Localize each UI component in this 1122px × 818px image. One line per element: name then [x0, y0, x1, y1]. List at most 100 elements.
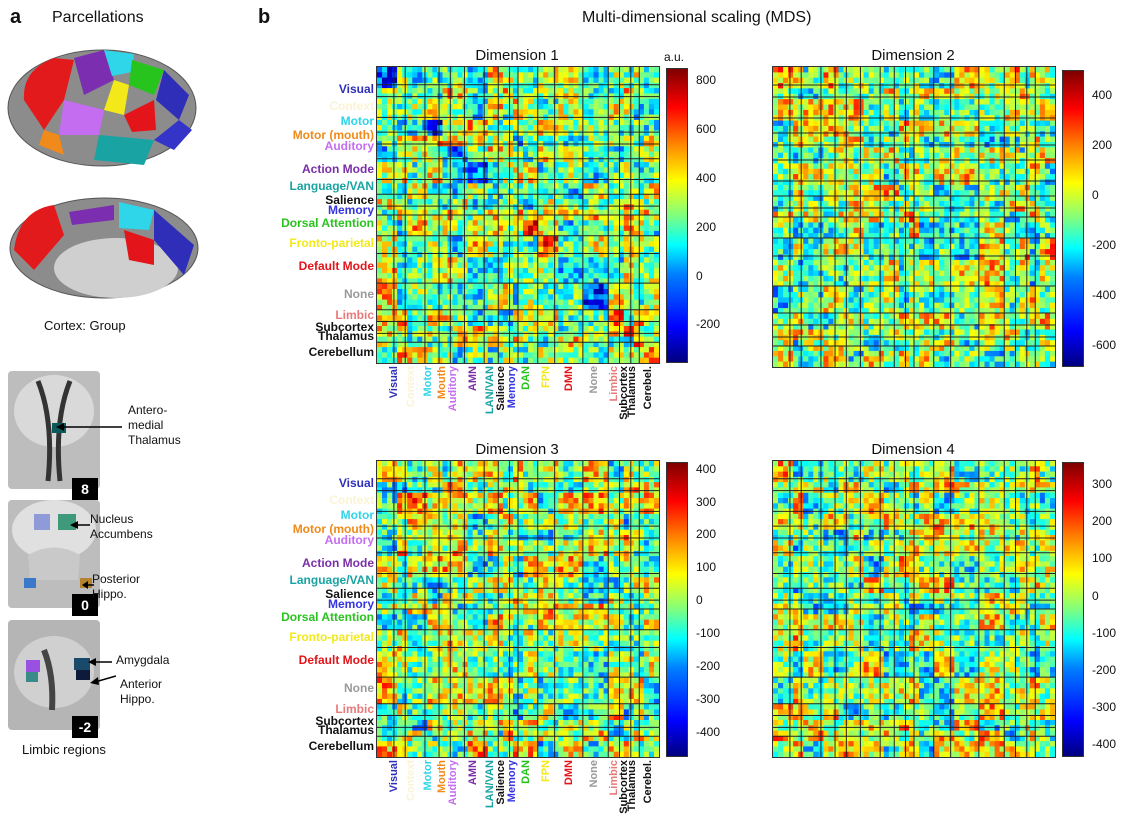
column-label: AMN: [466, 366, 479, 392]
colorbar-tick-label: -400: [1092, 736, 1117, 751]
colorbar-tick-label: 0: [1092, 588, 1099, 603]
arrow-icon: [82, 581, 94, 589]
row-label: Subcortex: [315, 713, 374, 728]
row-label: Action Mode: [302, 555, 374, 570]
column-label: Context: [404, 760, 417, 801]
heatmap-dimension-4: [772, 460, 1056, 758]
column-label: Visual: [387, 760, 400, 793]
row-label: Motor: [340, 114, 374, 129]
limbic-slice-accumbens: [8, 500, 100, 608]
colorbar-tick-label: 200: [1092, 514, 1113, 529]
heatmap-dimension-1: [376, 66, 660, 364]
dimension-2-title: Dimension 2: [871, 47, 955, 64]
colorbar-tick-label: -300: [1092, 699, 1117, 714]
colorbar-tick-label: -300: [696, 692, 721, 707]
colorbar-tick-label: -100: [1092, 625, 1117, 640]
row-label: Auditory: [324, 139, 374, 154]
colorbar-tick-label: 200: [696, 219, 717, 234]
row-label: Dorsal Attention: [281, 610, 374, 625]
row-label: Limbic: [335, 308, 374, 323]
colorbar-tick-label: 400: [696, 461, 717, 476]
column-label: Thalamus: [626, 366, 639, 418]
colorbar-tick-label: -400: [696, 724, 721, 739]
row-label: Fronto-parietal: [289, 629, 374, 644]
column-label: Cerebel.: [641, 760, 654, 804]
row-label: Thalamus: [317, 328, 374, 343]
row-label: Thalamus: [317, 722, 374, 737]
arrow-icon: [88, 658, 112, 666]
lateral-cortex-brain: [7, 49, 197, 167]
colorbar-tick-label: -600: [1092, 338, 1117, 352]
colorbar-tick-label: 0: [1092, 188, 1099, 202]
column-label: AMN: [466, 760, 479, 786]
label-anteromedial-thalamus: Antero- medial Thalamus: [128, 403, 181, 447]
column-label: Motor: [421, 760, 434, 791]
colorbar-tick-label: -200: [696, 317, 721, 332]
colorbar-tick-label: -200: [696, 659, 721, 674]
label-anterior-hippo: Anterior Hippo.: [120, 677, 163, 706]
colorbar-tick-label: 800: [696, 73, 717, 88]
column-label: LAN/VAN: [483, 366, 496, 415]
row-label: Salience: [325, 192, 374, 207]
limbic-caption: Limbic regions: [22, 742, 106, 757]
row-label: Motor (mouth): [292, 127, 374, 142]
row-label: Language/VAN: [289, 179, 374, 194]
colorbar-tick-label: 400: [696, 170, 717, 185]
panel-b-title: Multi-dimensional scaling (MDS): [582, 9, 812, 26]
column-label: None: [588, 760, 601, 788]
row-label: Fronto-parietal: [289, 235, 374, 250]
arrow-icon: [56, 423, 122, 431]
row-label: Cerebellum: [308, 345, 374, 360]
row-label: Context: [329, 99, 374, 114]
colorbar-tick-label: 300: [696, 494, 717, 509]
colorbar-tick-label: -400: [1092, 288, 1117, 302]
slice-number: 0: [72, 594, 98, 616]
cortex-caption: Cortex: Group: [44, 318, 126, 333]
row-label: Visual: [338, 81, 374, 96]
row-label: Cerebellum: [308, 739, 374, 754]
colorbar-tick-label: -100: [696, 626, 721, 641]
row-label: Limbic: [335, 702, 374, 717]
colorbar-tick-label: 100: [1092, 551, 1113, 566]
colorbar-tick-label: 400: [1092, 88, 1113, 102]
colorbar-tick-label: -200: [1092, 238, 1117, 252]
panel-a-letter: a: [10, 6, 22, 28]
colorbar-unit: a.u.: [664, 50, 685, 64]
column-label: Visual: [387, 366, 400, 399]
limbic-slice-thalamus: [8, 371, 100, 489]
slice-number: 8: [72, 478, 98, 500]
column-label: Cerebel.: [641, 366, 654, 410]
column-label: Auditory: [447, 366, 460, 412]
heatmap-dimension-3: [376, 460, 660, 758]
colorbar-tick-label: 100: [696, 560, 717, 575]
row-labels-dimension-1: Visual Context Motor Motor (mouth) Auditory A…: [264, 66, 374, 362]
row-label: Auditory: [324, 533, 374, 548]
dimension-3-title: Dimension 3: [475, 441, 559, 458]
column-label: Auditory: [447, 760, 460, 806]
label-posterior-hippo: Posterior Hippo.: [92, 572, 141, 601]
column-label: DAN: [520, 366, 533, 390]
colorbar-dimension-2: [1062, 70, 1084, 367]
limbic-slice-amygdala: [8, 620, 100, 730]
column-label: LAN/VAN: [483, 760, 496, 809]
row-label: Default Mode: [298, 653, 374, 668]
colorbar-dimension-4: [1062, 462, 1084, 757]
column-label: None: [588, 366, 601, 394]
row-label: Motor (mouth): [292, 521, 374, 536]
row-label: Memory: [327, 203, 374, 218]
row-label: Context: [329, 493, 374, 508]
row-label: Salience: [325, 586, 374, 601]
row-label: None: [344, 287, 374, 302]
colorbar-tick-label: 200: [696, 527, 717, 542]
panel-b-letter: b: [258, 6, 271, 28]
row-label: Subcortex: [315, 319, 374, 334]
label-nucleus-accumbens: Nucleus Accumbens: [90, 512, 153, 541]
medial-cortex-brain: [9, 197, 199, 299]
slice-number: -2: [72, 716, 98, 738]
column-label: Memory: [506, 366, 519, 409]
row-label: Dorsal Attention: [281, 216, 374, 231]
panel-a-title: Parcellations: [52, 9, 144, 26]
colorbar-dimension-3: [666, 462, 688, 757]
column-label: FPN: [540, 366, 553, 388]
row-label: Action Mode: [302, 161, 374, 176]
